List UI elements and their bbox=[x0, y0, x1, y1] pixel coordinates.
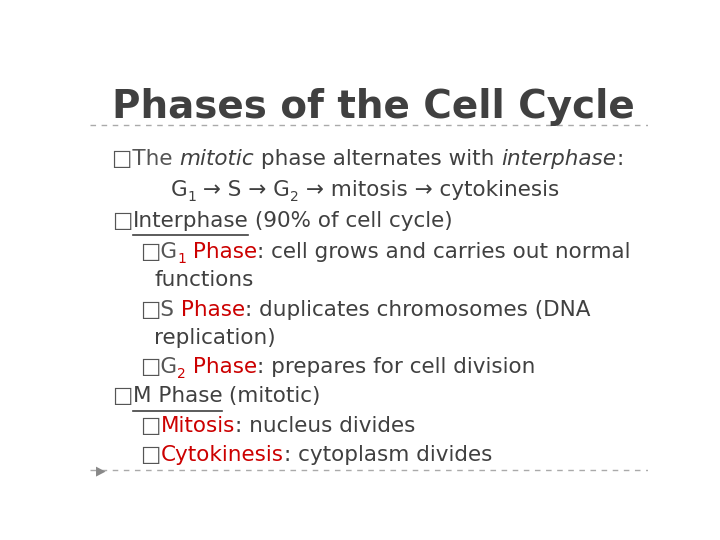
Text: Cytokinesis: Cytokinesis bbox=[161, 444, 284, 464]
Text: □: □ bbox=[112, 387, 132, 407]
Text: M Phase: M Phase bbox=[132, 387, 222, 407]
Text: : cell grows and carries out normal: : cell grows and carries out normal bbox=[257, 242, 631, 262]
Text: □G: □G bbox=[140, 357, 177, 377]
Text: Phases of the Cell Cycle: Phases of the Cell Cycle bbox=[112, 87, 635, 126]
Text: → S → G: → S → G bbox=[197, 180, 290, 200]
Text: Interphase: Interphase bbox=[132, 211, 248, 231]
Text: □: □ bbox=[140, 416, 161, 436]
Text: : prepares for cell division: : prepares for cell division bbox=[257, 357, 536, 377]
Text: G: G bbox=[171, 180, 187, 200]
Text: ▶: ▶ bbox=[96, 464, 105, 477]
Text: : duplicates chromosomes (DNA: : duplicates chromosomes (DNA bbox=[246, 300, 591, 320]
Text: □G: □G bbox=[140, 242, 177, 262]
Text: 2: 2 bbox=[290, 190, 299, 204]
Text: mitotic: mitotic bbox=[180, 148, 254, 168]
Text: Phase: Phase bbox=[186, 357, 257, 377]
Text: □The: □The bbox=[112, 148, 180, 168]
Text: : cytoplasm divides: : cytoplasm divides bbox=[284, 444, 492, 464]
Text: : nucleus divides: : nucleus divides bbox=[235, 416, 415, 436]
Text: 1: 1 bbox=[177, 252, 186, 266]
Text: □S: □S bbox=[140, 300, 174, 320]
Text: → mitosis → cytokinesis: → mitosis → cytokinesis bbox=[299, 180, 559, 200]
Text: interphase: interphase bbox=[502, 148, 617, 168]
Text: 1: 1 bbox=[187, 190, 197, 204]
Text: functions: functions bbox=[154, 270, 253, 290]
Text: □: □ bbox=[140, 444, 161, 464]
Text: phase alternates with: phase alternates with bbox=[254, 148, 502, 168]
Text: replication): replication) bbox=[154, 328, 276, 348]
Text: Phase: Phase bbox=[186, 242, 257, 262]
Text: Phase: Phase bbox=[174, 300, 246, 320]
Text: (mitotic): (mitotic) bbox=[222, 387, 320, 407]
Text: Mitosis: Mitosis bbox=[161, 416, 235, 436]
Text: □: □ bbox=[112, 211, 132, 231]
Text: 2: 2 bbox=[177, 367, 186, 381]
Text: (90% of cell cycle): (90% of cell cycle) bbox=[248, 211, 453, 231]
Text: :: : bbox=[617, 148, 624, 168]
